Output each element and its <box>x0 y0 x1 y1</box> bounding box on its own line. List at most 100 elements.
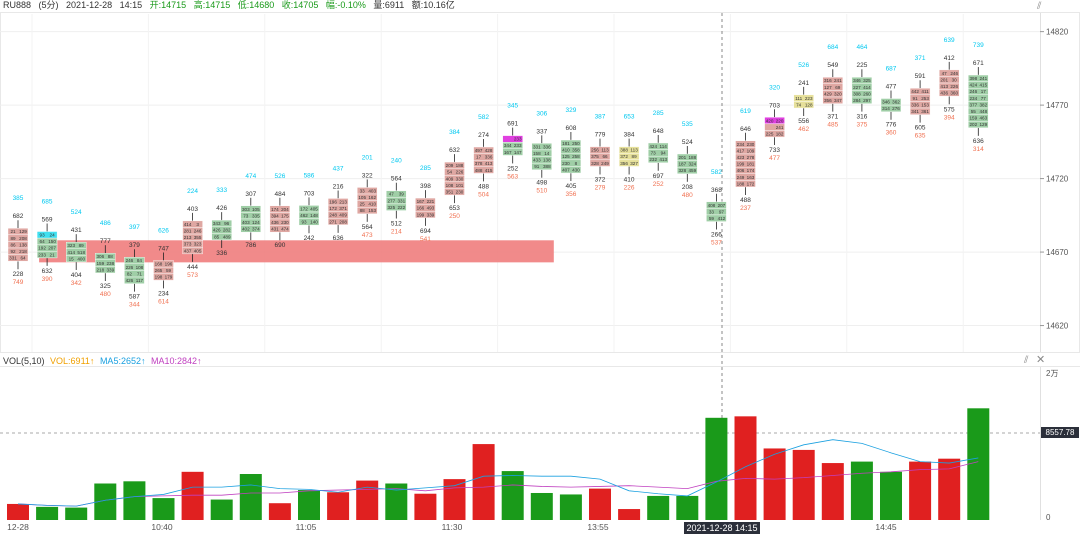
fp-cell-ask: 335 <box>252 213 260 218</box>
fp-cell-ask: 323 <box>194 242 202 247</box>
fp-cell-bid: 226 <box>126 265 134 270</box>
fp-cell-ask: 249 <box>601 161 609 166</box>
fp-cell-ask: 339 <box>106 267 114 272</box>
fp-cell-ask: 208 <box>339 219 347 224</box>
fp-cell-bid: 88 <box>360 208 366 213</box>
fp-cell-ask: 129 <box>979 122 987 127</box>
fp-cell-ask: 17 <box>981 89 987 94</box>
fp-delta-bottom: 214 <box>391 229 402 236</box>
fp-cell <box>531 162 552 170</box>
fp-cell-bid: 417 <box>737 148 745 153</box>
fp-bottom-volume: 316 <box>856 114 867 121</box>
fp-cell-bid: 82 <box>127 271 133 276</box>
fp-cell-ask: 59 <box>166 268 172 273</box>
fp-top-volume: 307 <box>245 191 256 198</box>
fp-cell-bid: 125 <box>562 154 570 159</box>
fp-bottom-volume: 653 <box>449 205 460 212</box>
fp-cell-bid: 73 <box>651 151 657 156</box>
fp-cell-ask: 223 <box>805 96 813 101</box>
fp-cell-ask: 358 <box>572 148 580 153</box>
fp-cell-bid: 323 <box>67 243 75 248</box>
fp-cell-bid: 86 <box>10 242 16 247</box>
fp-bottom-volume: 252 <box>507 165 518 172</box>
fp-cell-ask: 258 <box>572 154 580 159</box>
fp-cell-bid: 331 <box>9 256 17 261</box>
fp-cell-ask: 153 <box>921 102 929 107</box>
fp-cell-bid: 420 <box>766 118 774 123</box>
fp-cell-ask: 39 <box>399 192 405 197</box>
fp-delta-bottom: 252 <box>653 181 664 188</box>
fp-delta-bottom: 375 <box>856 122 867 129</box>
settings-icon[interactable]: ⫽ <box>1037 1 1042 12</box>
support-zone <box>39 240 554 263</box>
fp-cell-ask: 213 <box>339 199 347 204</box>
fp-cell-bid: 167 <box>417 199 425 204</box>
fp-cell-bid: 167 <box>504 150 512 155</box>
fp-cell <box>560 166 582 174</box>
fp-cell <box>240 225 262 233</box>
fp-cell-bid: 351 <box>446 189 454 194</box>
fp-cell-bid: 406 <box>737 168 745 173</box>
fp-bottom-volume: 512 <box>391 221 402 228</box>
fp-cell-bid: 414 <box>184 222 192 227</box>
fp-cell-bid: 462 <box>300 213 308 218</box>
close-icon[interactable]: ✕ <box>1036 354 1046 366</box>
fp-top-volume: 564 <box>391 176 402 183</box>
fp-cell <box>939 89 960 97</box>
fp-top-volume: 682 <box>13 213 24 220</box>
fp-delta-top: 685 <box>42 199 53 206</box>
fp-cell-ask: 207 <box>48 246 56 251</box>
fp-top-volume: 322 <box>362 172 373 179</box>
fp-cell-bid: 91 <box>534 164 540 169</box>
fp-cell-ask: 138 <box>19 242 27 247</box>
fp-cell-bid: 429 <box>824 91 832 96</box>
fp-cell-bid: 281 <box>184 228 192 233</box>
fp-cell-bid: 394 <box>271 213 279 218</box>
time-axis-label: 12-28 <box>7 522 29 532</box>
time-axis-label: 14:45 <box>875 522 897 532</box>
fp-cell-ask: 493 <box>427 206 435 211</box>
high-label: 高:14715 <box>193 0 231 10</box>
fp-delta-top: 582 <box>478 114 489 121</box>
fp-cell-ask: 97 <box>719 209 725 214</box>
fp-cell-bid: 328 <box>678 168 686 173</box>
volume-bar <box>792 449 815 520</box>
fp-cell-ask: 172 <box>747 181 755 186</box>
fp-cell <box>648 155 669 163</box>
fp-delta-bottom: 344 <box>129 302 140 309</box>
fp-cell-ask: 188 <box>688 155 696 160</box>
fp-cell-ask: 124 <box>252 220 260 225</box>
fp-top-volume: 648 <box>653 128 664 135</box>
fp-cell-ask: 77 <box>981 96 987 101</box>
fp-cell-ask: 241 <box>834 78 842 83</box>
period-label: (5分) <box>38 0 59 10</box>
volume-bar <box>647 495 670 520</box>
fp-cell <box>444 188 465 196</box>
fp-delta-bottom: 314 <box>973 146 984 153</box>
fp-cell-bid: 388 <box>620 148 628 153</box>
fp-cell-bid: 437 <box>184 248 192 253</box>
fp-cell-ask: 88 <box>108 254 114 259</box>
fp-cell-bid: 316 <box>824 78 832 83</box>
volume-settings-icon[interactable]: ⫽ <box>1024 355 1029 366</box>
fp-cell-bid: 47 <box>389 192 395 197</box>
fp-cell-ask: 428 <box>485 148 493 153</box>
fp-cell <box>851 96 873 104</box>
price-tick-label: 14770 <box>1046 101 1069 110</box>
fp-delta-bottom: 614 <box>158 298 169 305</box>
volume-bar <box>268 503 291 520</box>
fp-cell-bid: 225 <box>766 131 774 136</box>
fp-delta-top: 345 <box>507 103 518 110</box>
volume-bar <box>414 493 437 520</box>
fp-cell <box>327 218 349 226</box>
volume-bar <box>909 461 932 520</box>
fp-cell-bid: 92 <box>10 249 16 254</box>
fp-cell-ask: 518 <box>77 250 85 255</box>
fp-cell-ask: 113 <box>630 148 638 153</box>
fp-cell <box>735 180 756 188</box>
fp-cell-ask: 405 <box>310 206 318 211</box>
fp-cell <box>822 96 843 104</box>
fp-cell-bid: 328 <box>591 161 599 166</box>
fp-cell-ask: 196 <box>165 262 173 267</box>
